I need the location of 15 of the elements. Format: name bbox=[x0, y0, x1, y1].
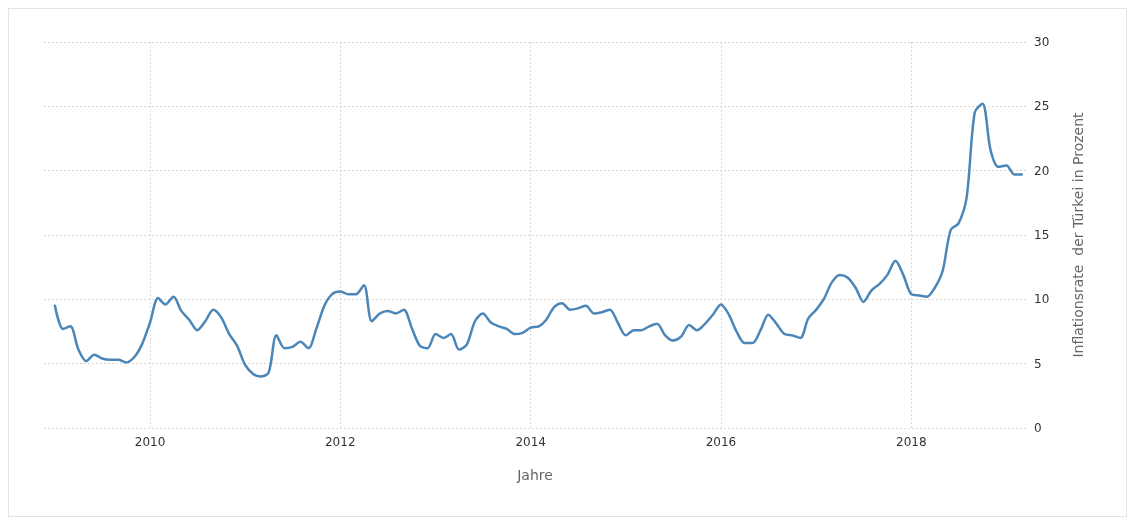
y-tick-label: 10 bbox=[1034, 292, 1050, 307]
x-tick-label: 2012 bbox=[324, 435, 356, 449]
x-tick-label: 2016 bbox=[705, 435, 737, 449]
y-tick-label: 0 bbox=[1034, 421, 1042, 435]
y-tick-label: 30 bbox=[1034, 35, 1050, 49]
y-tick-label: 5 bbox=[1034, 356, 1042, 371]
y-tick-label: 20 bbox=[1034, 163, 1050, 178]
y-tick-label: 15 bbox=[1034, 228, 1050, 242]
x-tick-label: 2010 bbox=[134, 435, 166, 449]
x-axis-title: Jahre bbox=[516, 467, 553, 483]
line-series bbox=[53, 102, 1024, 378]
x-tick-label: 2014 bbox=[515, 435, 546, 449]
x-tick-label: 2018 bbox=[896, 435, 927, 449]
y-axis-title: Inflationsrate der Türkei in Prozent bbox=[1070, 111, 1086, 358]
y-tick-label: 25 bbox=[1034, 99, 1050, 114]
